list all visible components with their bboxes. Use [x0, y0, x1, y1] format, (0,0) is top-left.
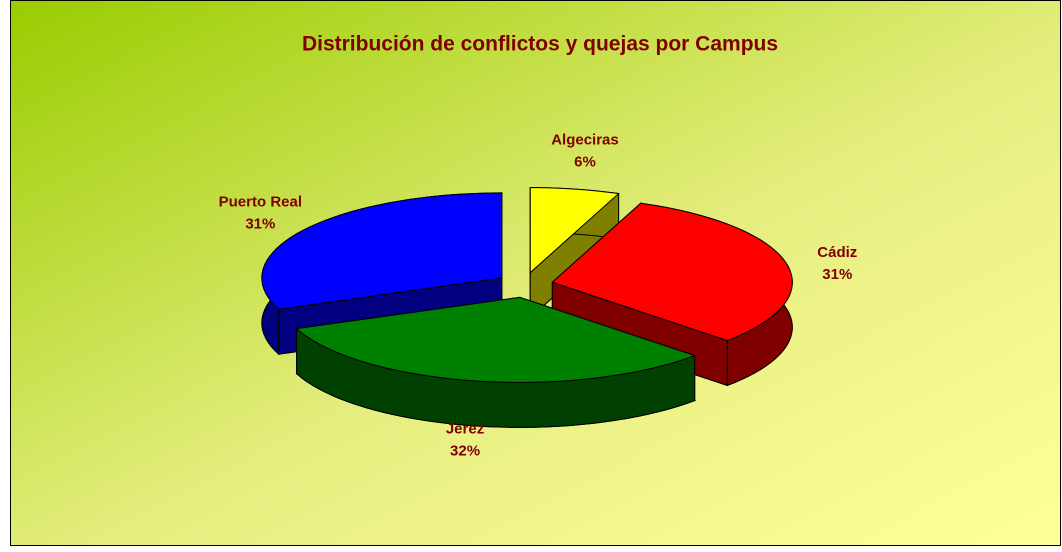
slice-label: Puerto Real: [219, 193, 302, 210]
slice-top: [295, 296, 697, 383]
slice-label: Cádiz: [817, 244, 857, 261]
slice-top: [529, 187, 620, 274]
chart-title: Distribución de conflictos y quejas por …: [302, 33, 778, 56]
slice-value-label: 31%: [822, 266, 852, 283]
slice-label: Algeciras: [551, 132, 619, 149]
slice-value-label: 31%: [245, 215, 275, 232]
slice-top: [551, 202, 793, 341]
slice-value-label: 6%: [574, 154, 596, 171]
slice-label: Jerez: [446, 420, 484, 437]
slice-value-label: 32%: [450, 442, 480, 459]
slice-top: [261, 192, 503, 310]
